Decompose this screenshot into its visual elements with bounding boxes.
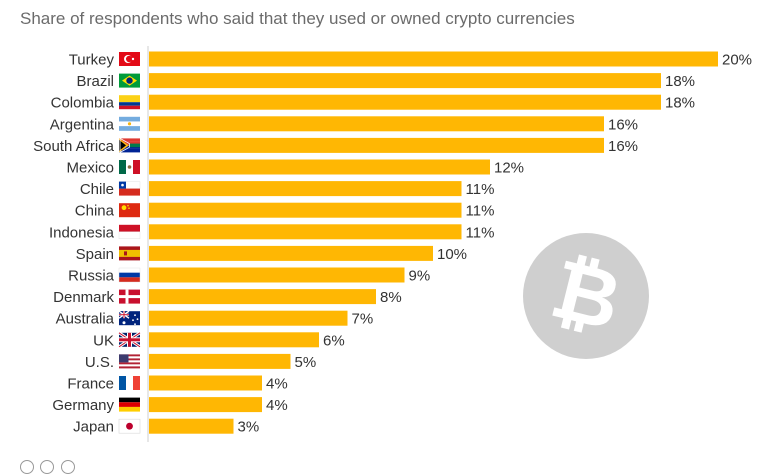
japan-flag-icon (118, 418, 141, 434)
category-label: U.S. (85, 354, 114, 371)
value-label: 18% (665, 73, 695, 90)
australia-flag-icon (118, 310, 140, 326)
bar (149, 116, 604, 132)
denmark-flag-icon (119, 289, 140, 304)
value-label: 16% (608, 116, 638, 133)
brazil-flag-icon (119, 73, 140, 88)
value-label: 9% (409, 268, 431, 285)
value-label: 18% (665, 95, 695, 112)
category-label: Denmark (53, 289, 114, 306)
category-label: Mexico (66, 160, 114, 177)
nd-icon (60, 460, 75, 474)
indonesia-flag-icon (118, 224, 141, 240)
value-label: 5% (295, 354, 317, 371)
bar (149, 137, 604, 153)
bar (149, 332, 319, 348)
value-label: 4% (266, 397, 288, 414)
value-label: 8% (380, 289, 402, 306)
value-label: 20% (722, 52, 752, 69)
bar (149, 418, 234, 434)
bar (149, 181, 462, 197)
bar (149, 289, 376, 305)
germany-flag-icon (119, 397, 140, 412)
argentina-flag-icon (119, 116, 140, 131)
value-label: 3% (238, 419, 260, 436)
uk-flag-icon (118, 331, 141, 349)
cc-icon (20, 460, 34, 474)
value-label: 6% (323, 332, 345, 349)
france-flag-icon (119, 376, 140, 390)
category-label: Colombia (51, 95, 115, 112)
category-label: UK (93, 332, 114, 349)
category-label: Australia (56, 311, 115, 328)
mexico-flag-icon (119, 160, 140, 174)
value-label: 10% (437, 246, 467, 263)
category-label: South Africa (33, 138, 115, 155)
turkey-flag-icon (119, 52, 140, 66)
bar (149, 267, 405, 283)
bar (149, 375, 262, 391)
south-africa-flag-icon (119, 137, 140, 154)
chart-subtitle: Share of respondents who said that they … (20, 9, 575, 28)
category-label: Indonesia (49, 224, 115, 241)
category-label: Argentina (50, 116, 115, 133)
value-label: 11% (466, 181, 495, 198)
category-label: Turkey (69, 52, 115, 69)
bar (149, 159, 490, 175)
bar (149, 310, 348, 326)
category-label: Japan (73, 419, 114, 436)
value-label: 12% (494, 160, 524, 177)
bitcoin-logo-icon: ₿ (523, 233, 649, 359)
bar (149, 51, 718, 67)
category-label: Spain (76, 246, 114, 263)
category-label: Russia (68, 268, 115, 285)
value-label: 16% (608, 138, 638, 155)
bar (149, 353, 291, 369)
by-icon (40, 460, 55, 474)
category-label: Germany (52, 397, 114, 414)
china-flag-icon (119, 203, 140, 218)
chile-flag-icon (118, 181, 141, 196)
bar (149, 94, 661, 110)
footer-icons (20, 460, 78, 474)
russia-flag-icon (118, 267, 141, 283)
bar (149, 224, 462, 240)
category-label: China (75, 203, 115, 220)
category-label: Brazil (76, 73, 114, 90)
bar (149, 245, 433, 261)
category-label: Chile (80, 181, 114, 198)
bar (149, 397, 262, 413)
value-label: 4% (266, 376, 288, 393)
bar (149, 202, 462, 218)
bar (149, 73, 661, 89)
value-label: 11% (466, 224, 495, 241)
spain-flag-icon (119, 246, 140, 261)
us-flag-icon (119, 354, 140, 369)
value-label: 11% (466, 203, 495, 220)
category-label: France (67, 376, 114, 393)
colombia-flag-icon (119, 95, 140, 110)
value-label: 7% (352, 311, 374, 328)
